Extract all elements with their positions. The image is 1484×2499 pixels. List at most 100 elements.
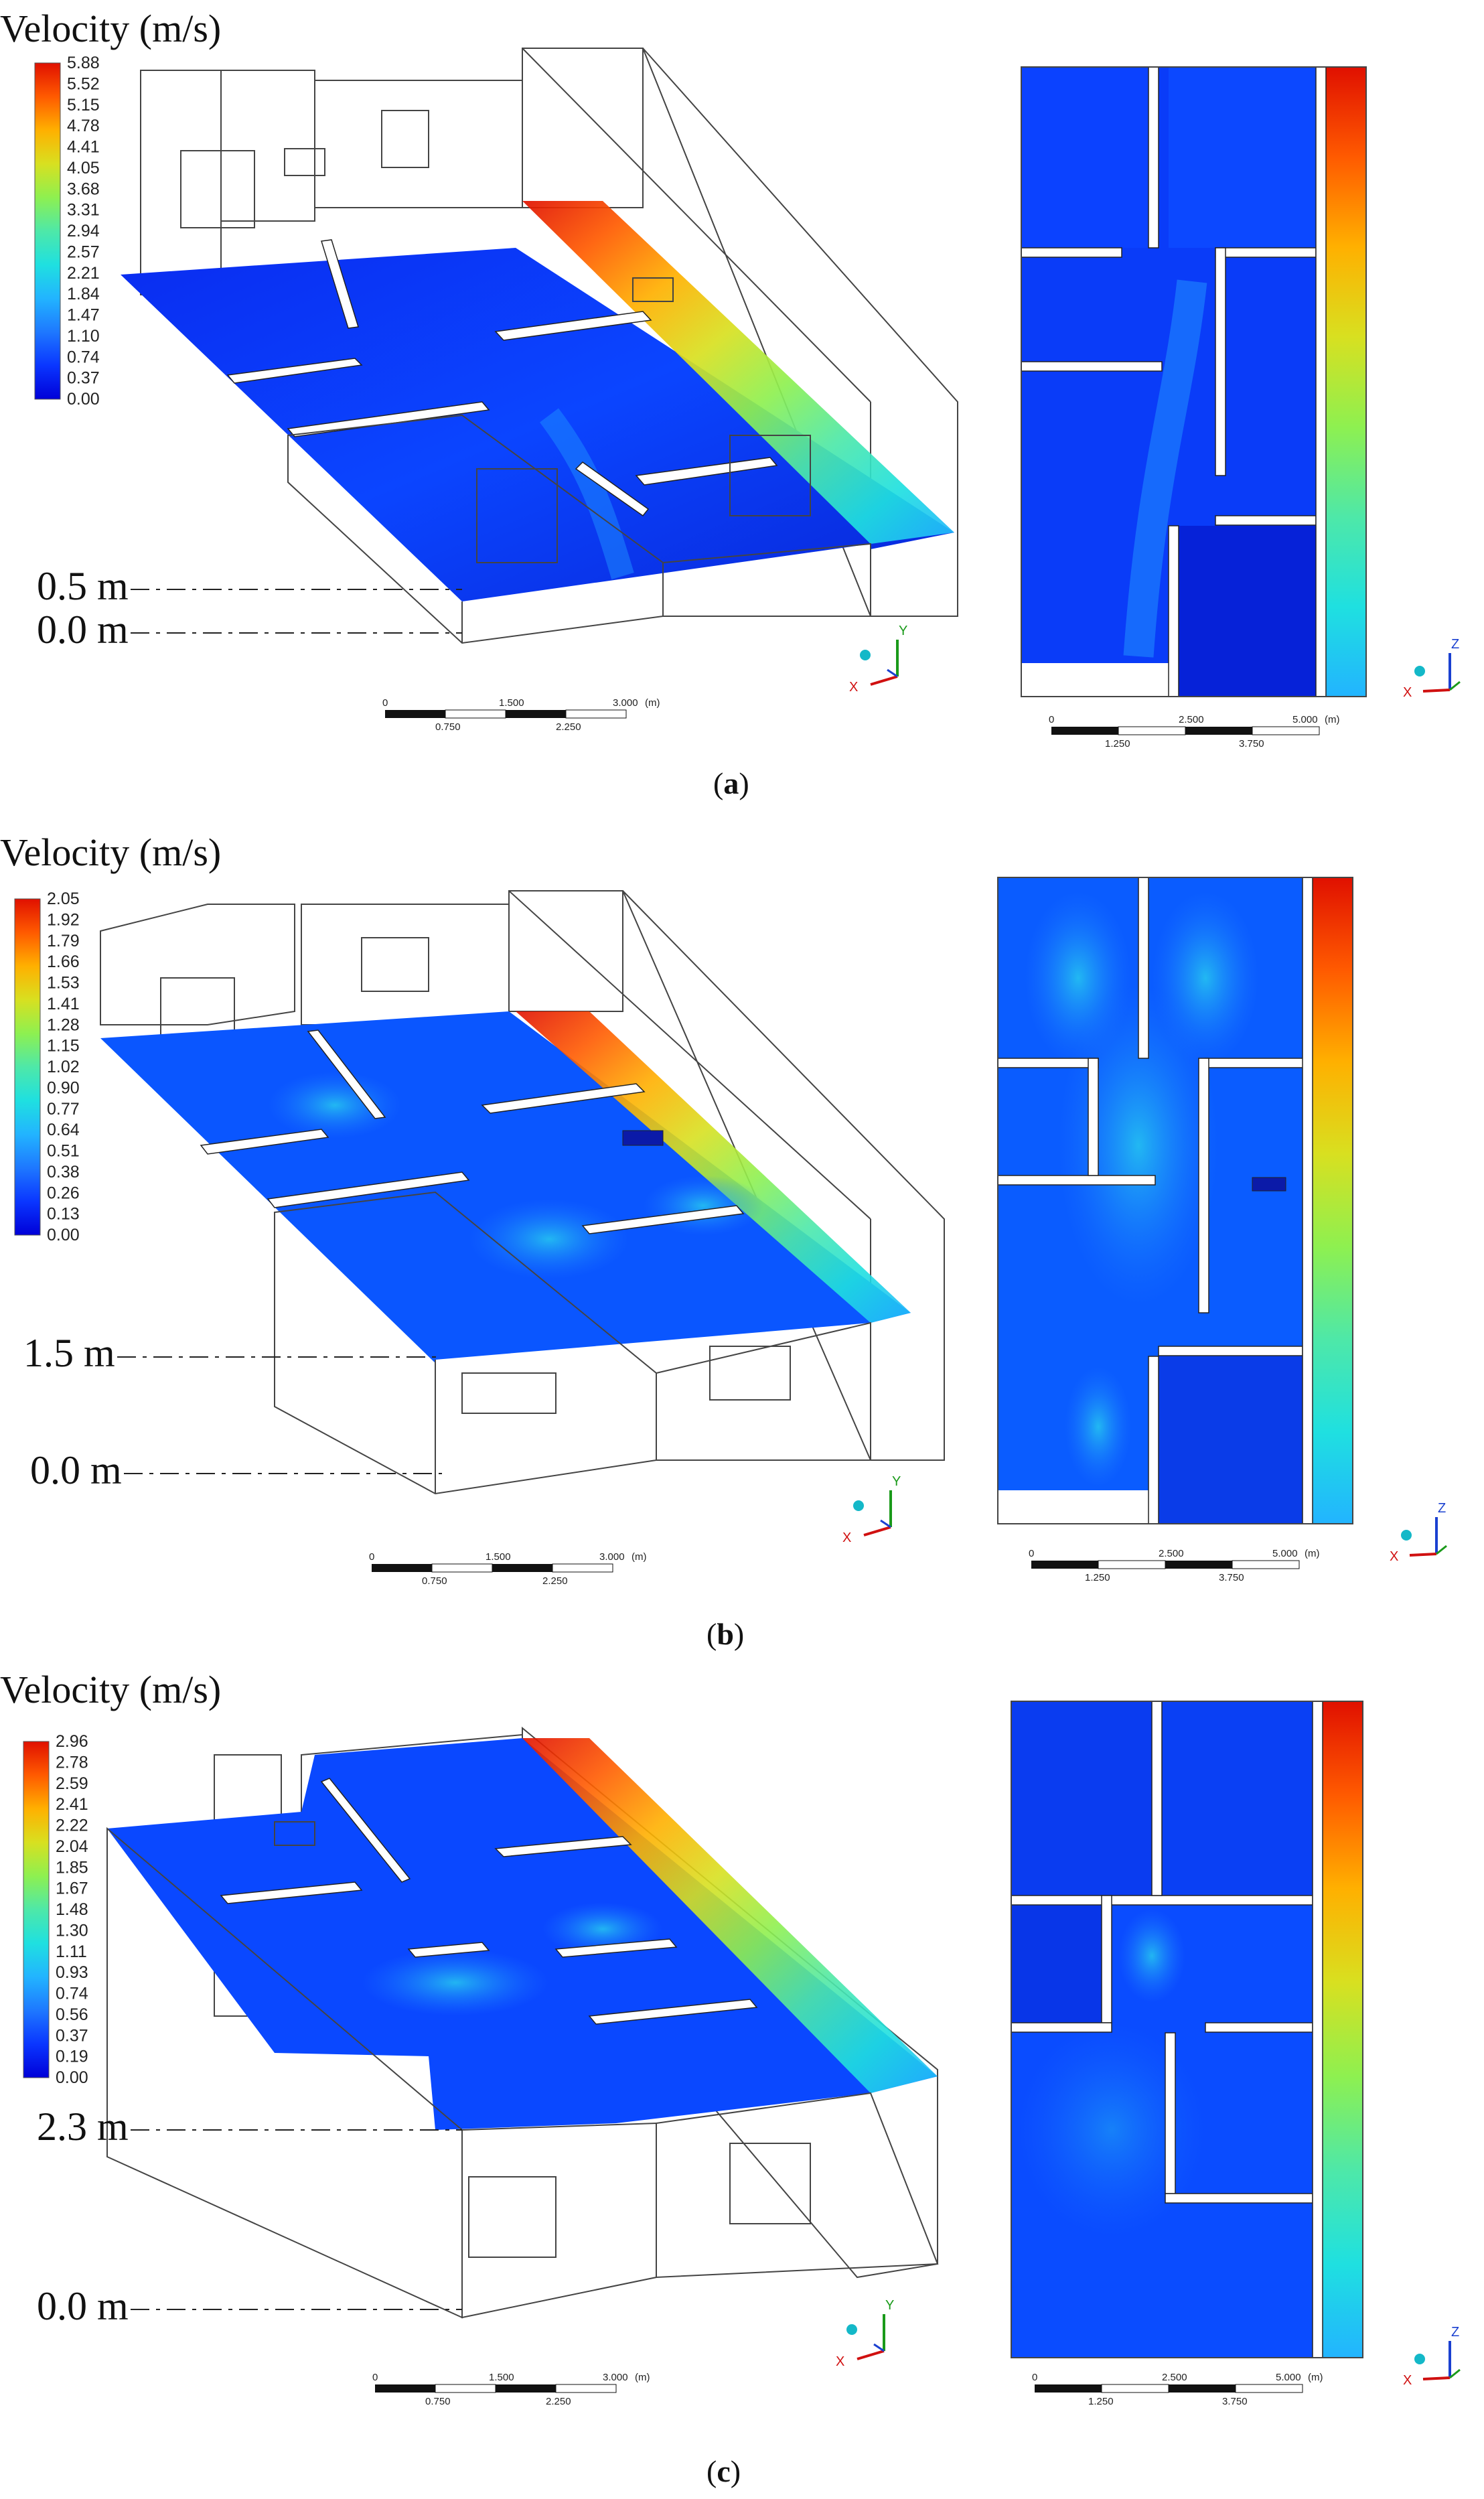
panel-a: Velocity (m/s) 5.88 5.52 5.15 4.78 4.41 4.05 3… [0,7,1461,800]
flow-swirl [1018,2023,1205,2237]
legend-title: Velocity (m/s) [0,1668,221,1711]
wireframe-box [180,150,255,228]
colorbar-ticks: 2.05 1.92 1.79 1.66 1.53 1.41 1.28 1.15 1.02 0.90… [47,889,80,1244]
height-label-top: 0.5 m [37,564,129,608]
colorbar-tick-label: 1.28 [47,1015,80,1034]
svg-text:1.500: 1.500 [499,697,524,709]
color-legend: 2.96 2.78 2.59 2.41 2.22 2.04 1.85 1.67 1.48 1.30… [23,1732,88,2087]
colorbar-tick-label: 1.15 [47,1037,80,1056]
colorbar-tick-label: 2.96 [56,1732,88,1751]
colorbar-tick-label: 1.02 [47,1058,80,1076]
flow-swirl [1065,1366,1132,1487]
wireframe-box [220,70,315,222]
colorbar-ticks: 5.88 5.52 5.15 4.78 4.41 4.05 3.68 3.31 2.94 2.57… [67,54,100,409]
colorbar-tick-label: 2.04 [56,1837,88,1856]
axis-x-label: X [1403,685,1412,700]
colorbar-tick-label: 0.93 [56,1963,88,1982]
axis-x-label: X [1390,1549,1398,1564]
colorbar-tick-label: 2.41 [56,1795,88,1814]
colorbar-tick-label: 0.26 [47,1184,80,1202]
colorbar-tick-label: 0.00 [67,390,100,409]
colorbar-ticks: 2.96 2.78 2.59 2.41 2.22 2.04 1.85 1.67 1.48 1.30… [56,1732,88,2087]
flow-swirl [1025,891,1132,1065]
colorbar-tick-label: 4.41 [67,138,100,157]
panel-b: Velocity (m/s) 2.051.921.791.661.531.411… [0,831,1447,1651]
axis-triad-plan: Z X [1390,1501,1447,1564]
wall-cut [287,401,490,437]
colorbar-tick-label: 4.05 [67,159,100,177]
height-label-top: 2.3 m [37,2104,129,2149]
wall-cut [1198,1058,1209,1313]
svg-text:0: 0 [372,2372,378,2383]
plan-outline [1011,1701,1363,2358]
wall-cut [575,461,650,517]
svg-text:0.750: 0.750 [422,1575,447,1587]
wall-cut [1158,1346,1303,1356]
wireframe-edge [508,890,871,1220]
colorbar-tick-label: 1.47 [67,306,100,325]
velocity-slice [121,248,954,601]
wall-cut [267,1171,470,1208]
flow-streak [539,408,634,580]
wall-cut [1165,2193,1313,2204]
wall-cut [581,1205,745,1234]
colorbar-tick-label: 1.67 [56,1879,88,1898]
colorbar-tick-label: 0.74 [67,348,100,366]
wall-cut [554,1938,678,1958]
svg-text:(m): (m) [1305,1548,1320,1559]
axis-z-label: Z [1451,637,1459,652]
plan-view: Z X 0 2.500 5.000 (m) 1.250 3.750 [1021,66,1461,749]
scale-bar-2d: 0 2.500 5.000 (m) 1.250 3.750 [1049,714,1340,749]
isometric-view: 0.5 m 0.0 m Y X 0 1.500 3.000 (m) [37,48,958,733]
axis-x-label: X [1403,2373,1412,2388]
svg-text:0: 0 [382,697,388,709]
corridor-slice [522,201,954,544]
colorbar-tick-label: 0.37 [67,369,100,388]
window-frame [729,2143,811,2224]
colorbar [23,1741,50,2078]
wall-cut [588,1999,758,2025]
corridor-plan [1313,877,1353,1524]
svg-text:0.750: 0.750 [425,2396,451,2407]
wall-cut [1011,1895,1313,1906]
svg-text:0: 0 [1032,2372,1037,2383]
vent [284,148,325,176]
colorbar-tick-label: 0.51 [47,1142,80,1161]
colorbar-tick-label: 2.21 [67,264,100,283]
panel-caption: (b) [707,1617,744,1651]
axis-y-label: Y [899,624,907,638]
colorbar-tick-label: 1.10 [67,327,100,346]
colorbar-tick-label: 2.57 [67,242,100,261]
flow-swirl [1118,1909,1185,2003]
wireframe-box [381,110,429,168]
window-frame [468,2176,556,2258]
axis-z-label: Z [1451,2325,1459,2340]
wall-cut [1021,361,1163,372]
colorbar-tick-label: 0.00 [56,2068,88,2087]
plan-outline [1021,66,1367,697]
svg-text:3.000: 3.000 [603,2372,628,2383]
colorbar-tick-label: 1.66 [47,952,80,971]
svg-text:2.500: 2.500 [1179,714,1204,725]
axis-y-label: Y [892,1474,901,1489]
plan-room [1162,1701,1313,1896]
svg-text:0.750: 0.750 [435,721,461,733]
wireframe-box [656,1322,871,1461]
flow-streak [1123,279,1207,658]
plan-view: Z X 0 2.500 5.000 (m) 1.250 3.750 [997,877,1447,1583]
svg-text:(m): (m) [1325,714,1340,725]
wall-cut [307,1029,386,1119]
colorbar-tick-label: 0.64 [47,1121,80,1139]
colorbar-tick-label: 0.13 [47,1205,80,1224]
window-frame [461,1372,556,1414]
colorbar-tick-label: 2.94 [67,222,100,240]
plan-room [1169,67,1316,248]
wall-cut [1148,1356,1159,1524]
colorbar-tick-label: 5.52 [67,74,100,93]
svg-text:2.250: 2.250 [542,1575,568,1587]
colorbar [34,62,61,400]
panel-c: Velocity (m/s) 2.96 2.78 2.59 2.41 2.22 2.04 1… [0,1668,1461,2488]
wall-cut [407,1942,490,1958]
colorbar-tick-label: 0.74 [56,1985,88,2003]
